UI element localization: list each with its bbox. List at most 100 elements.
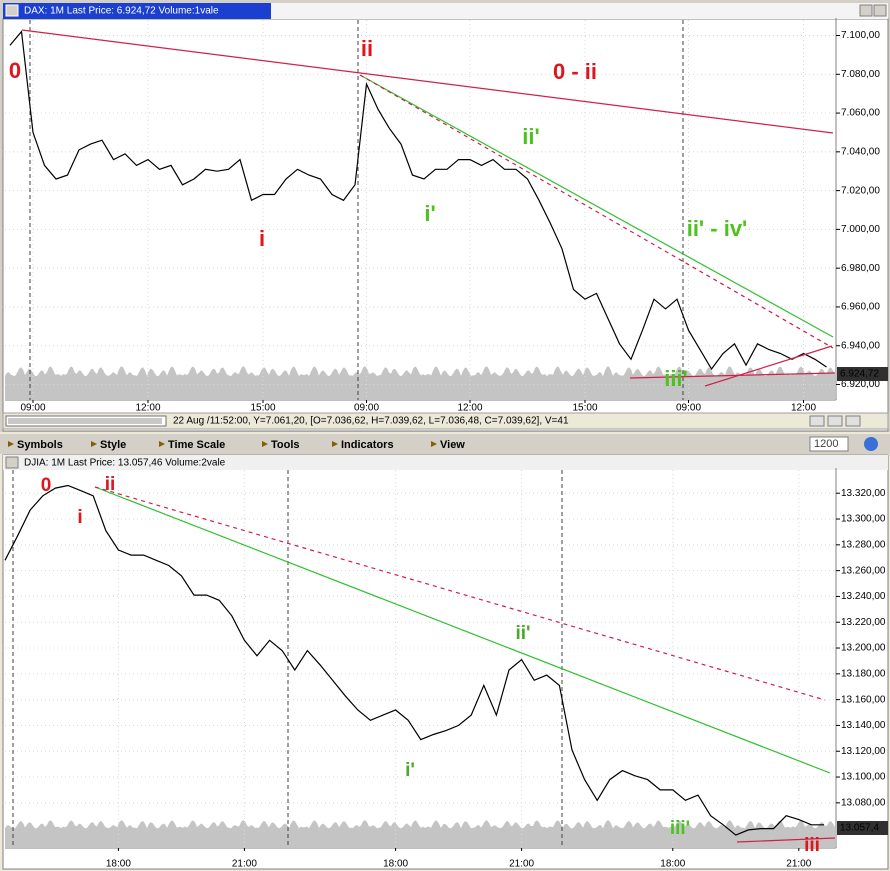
wave-label: 0 - ii (553, 59, 597, 84)
interval-box[interactable] (809, 436, 849, 452)
y-tick-label: 13.260,00 (841, 565, 886, 576)
status-bar (2, 412, 889, 430)
x-tick-label: 12:00 (457, 403, 482, 414)
scroll-thumb[interactable] (8, 418, 162, 424)
x-tick-label: 18:00 (383, 859, 408, 870)
chart-title: DAX: 1M Last Price: 6.924,72 Volume:1val… (24, 6, 219, 17)
wave-label: iii' (670, 818, 690, 839)
wave-label: iii' (664, 366, 688, 391)
chart-area (2, 18, 889, 432)
close-button[interactable] (873, 4, 887, 17)
y-tick-label: 13.240,00 (841, 591, 886, 602)
y-tick-label: 7.000,00 (841, 224, 880, 235)
x-tick-label: 18:00 (106, 859, 131, 870)
chart-area (2, 454, 889, 870)
x-tick-label: 15:00 (250, 403, 275, 414)
x-tick-label: 09:00 (20, 403, 45, 414)
menu-arrow (159, 441, 165, 447)
x-tick-label: 09:00 (354, 403, 379, 414)
wave-label: ii' (522, 124, 539, 149)
y-tick-label: 13.180,00 (841, 668, 886, 679)
menu-item[interactable]: Indicators (341, 439, 394, 451)
menu-item[interactable]: Style (100, 439, 126, 451)
y-tick-label: 7.100,00 (841, 30, 880, 41)
menu-item[interactable]: Tools (271, 439, 300, 451)
minimize-button[interactable] (859, 4, 873, 17)
icon-button[interactable] (845, 415, 861, 427)
trend-line (94, 486, 826, 701)
y-tick-label: 6.980,00 (841, 263, 880, 274)
y-tick-label: 7.040,00 (841, 146, 880, 157)
y-tick-label: 13.220,00 (841, 617, 886, 628)
interval-value[interactable]: 1200 (814, 438, 838, 450)
y-tick-label: 13.120,00 (841, 746, 886, 757)
trend-line (94, 486, 831, 774)
y-tick-label: 13.160,00 (841, 694, 886, 705)
status-text: 22 Aug /11:52:00, Y=7.061,20, [O=7.036,6… (173, 416, 569, 427)
x-tick-label: 21:00 (786, 859, 811, 870)
wave-label: iii (804, 835, 820, 856)
volume-backdrop (5, 820, 835, 848)
wave-label: ii' (515, 623, 530, 644)
y-tick-label: 13.140,00 (841, 720, 886, 731)
x-tick-label: 12:00 (135, 403, 160, 414)
wave-label: ii (105, 474, 116, 495)
menu-item[interactable]: Time Scale (168, 439, 225, 451)
trend-line (736, 837, 836, 843)
x-tick-label: 15:00 (572, 403, 597, 414)
chart-title: DJIA: 1M Last Price: 13.057,46 Volume:2v… (24, 458, 226, 469)
y-tick-label: 6.940,00 (841, 340, 880, 351)
toolbar (0, 434, 890, 454)
trend-line (359, 74, 834, 349)
panel-icon[interactable] (5, 456, 19, 469)
last-price-tag (837, 367, 888, 381)
panel-icon[interactable] (5, 4, 19, 17)
trend-line (629, 372, 836, 379)
trend-line (21, 29, 834, 134)
last-price-label: 13.057,4 (840, 823, 879, 834)
x-tick-label: 21:00 (509, 859, 534, 870)
wave-label: i (259, 226, 265, 251)
menu-item[interactable]: View (440, 439, 465, 451)
wave-label: i' (405, 760, 415, 781)
trend-line (704, 345, 833, 387)
x-tick-label: 18:00 (660, 859, 685, 870)
trend-line (359, 74, 834, 338)
y-tick-label: 13.100,00 (841, 772, 886, 783)
wave-label: ii' - iv' (687, 216, 748, 241)
x-tick-label: 09:00 (676, 403, 701, 414)
last-price-label: 6.924,72 (840, 369, 879, 380)
y-tick-label: 13.200,00 (841, 643, 886, 654)
menu-arrow (332, 441, 338, 447)
icon-button[interactable] (827, 415, 843, 427)
price-line (9, 30, 827, 371)
x-tick-label: 12:00 (791, 403, 816, 414)
wave-label: i (77, 507, 82, 528)
volume-backdrop (5, 366, 835, 400)
refresh-icon[interactable] (864, 437, 878, 451)
y-tick-label: 7.020,00 (841, 185, 880, 196)
wave-label: 0 (9, 58, 21, 83)
y-tick-label: 7.060,00 (841, 108, 880, 119)
wave-label: ii (361, 36, 373, 61)
last-price-tag (837, 821, 888, 835)
y-tick-label: 6.960,00 (841, 302, 880, 313)
title-bar-active (3, 3, 271, 19)
menu-arrow (431, 441, 437, 447)
x-tick-label: 21:00 (232, 859, 257, 870)
y-tick-label: 13.300,00 (841, 514, 886, 525)
y-tick-label: 13.280,00 (841, 539, 886, 550)
wave-label: 0 (41, 475, 52, 496)
wave-label: i' (424, 201, 435, 226)
price-line (4, 484, 824, 836)
icon-button[interactable] (809, 415, 825, 427)
y-tick-label: 6.920,00 (841, 379, 880, 390)
menu-item[interactable]: Symbols (17, 439, 63, 451)
title-bar (3, 455, 888, 470)
menu-arrow (91, 441, 97, 447)
menu-arrow (8, 441, 14, 447)
y-tick-label: 7.080,00 (841, 69, 880, 80)
y-tick-label: 13.320,00 (841, 488, 886, 499)
y-tick-label: 13.080,00 (841, 797, 886, 808)
